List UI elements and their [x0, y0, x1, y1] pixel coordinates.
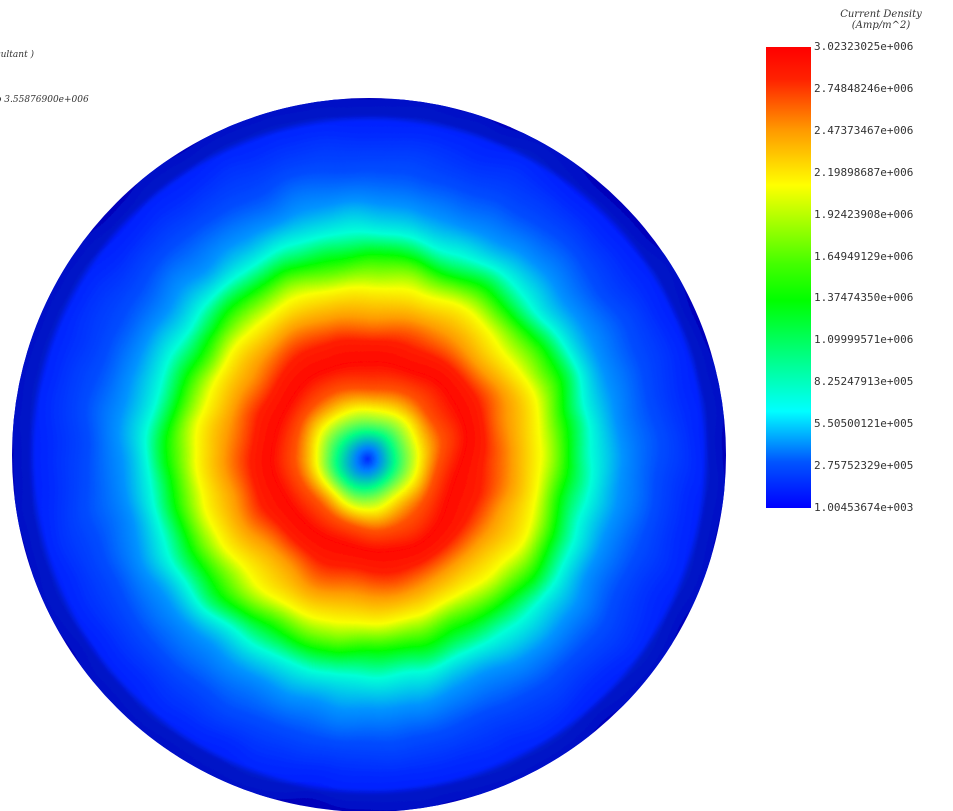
legend-tick-label: 2.47373467e+006 — [814, 123, 914, 137]
legend-tick-label: 1.09999571e+006 — [814, 333, 914, 347]
legend-tick-label: 3.02323025e+006 — [814, 40, 914, 53]
legend-tick-label: 8.25247913e+005 — [814, 375, 914, 389]
legend-tick-label: 2.75752329e+005 — [814, 459, 914, 473]
field-disk — [12, 98, 726, 811]
legend-color-bar — [766, 47, 811, 508]
legend-tick-label: 2.19898687e+006 — [814, 165, 914, 179]
legend-tick-label: 1.00453674e+003 — [814, 501, 914, 514]
field-disk-group — [12, 98, 726, 811]
legend-tick-label: 1.37474350e+006 — [814, 291, 914, 305]
legend-tick-label: 2.74848246e+006 — [814, 81, 914, 95]
max-value-text: o 3.55876900e+006 — [0, 95, 89, 105]
legend-tick-label: 1.64949129e+006 — [814, 249, 914, 263]
legend-unit: (Amp/m^2) — [851, 20, 911, 31]
current-density-plot — [12, 98, 726, 811]
legend-tick-label: 5.50500121e+005 — [814, 417, 914, 431]
legend-title: Current Density — [840, 9, 922, 20]
legend-tick-label: 1.92423908e+006 — [814, 207, 914, 221]
result-quantity-text: sultant ) — [0, 50, 35, 60]
